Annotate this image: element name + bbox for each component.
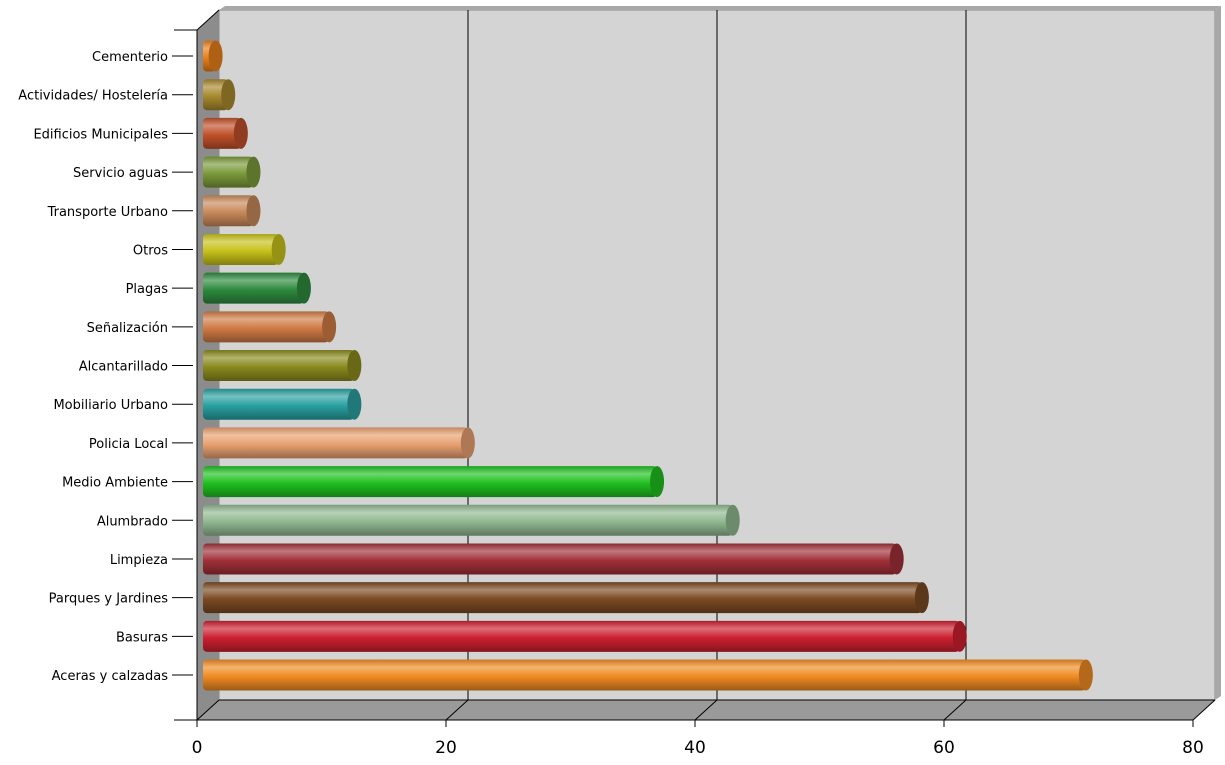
category-label: Alumbrado bbox=[97, 514, 168, 529]
bar bbox=[203, 466, 658, 498]
floor-gridline bbox=[196, 699, 220, 721]
floor-gridline bbox=[694, 699, 718, 721]
category-label: Transporte Urbano bbox=[47, 205, 168, 220]
bar bbox=[203, 504, 733, 536]
bar bbox=[203, 79, 229, 111]
x-tick-label: 20 bbox=[435, 738, 457, 758]
category-label: Medio Ambiente bbox=[62, 476, 168, 491]
bar-cap bbox=[725, 504, 740, 536]
category-label: Limpieza bbox=[110, 553, 168, 568]
bar bbox=[203, 582, 922, 614]
bar bbox=[203, 195, 254, 227]
category-label: Plagas bbox=[126, 282, 169, 297]
floor-gridline bbox=[445, 699, 469, 721]
bar-cap bbox=[460, 427, 475, 459]
bar-cap bbox=[246, 195, 261, 227]
bar-cap bbox=[914, 582, 929, 614]
x-tick-label: 0 bbox=[192, 738, 203, 758]
bar-cap bbox=[208, 40, 223, 72]
category-label: Cementerio bbox=[92, 50, 168, 65]
category-label: Actividades/ Hostelería bbox=[18, 89, 168, 104]
bar bbox=[203, 350, 355, 381]
x-tick-label: 80 bbox=[1182, 738, 1204, 758]
bar-cap bbox=[952, 620, 967, 652]
bar-cap bbox=[221, 79, 236, 111]
category-label: Servicio aguas bbox=[73, 166, 168, 181]
category-label: Mobiliario Urbano bbox=[53, 398, 168, 413]
bar-cap bbox=[246, 156, 261, 188]
top-rim bbox=[219, 6, 1221, 10]
bar bbox=[203, 620, 960, 652]
bars bbox=[203, 40, 1093, 691]
bar bbox=[203, 543, 897, 575]
bar-cap bbox=[233, 117, 248, 149]
category-label: Parques y Jardines bbox=[49, 592, 169, 607]
bar bbox=[203, 388, 355, 420]
category-label: Alcantarillado bbox=[79, 360, 168, 375]
bar-cap bbox=[322, 311, 337, 343]
bar-cap bbox=[1078, 659, 1093, 691]
bar bbox=[203, 156, 254, 188]
bar bbox=[203, 659, 1086, 691]
x-tick-label: 40 bbox=[684, 738, 706, 758]
bar bbox=[203, 272, 304, 304]
bar bbox=[203, 117, 241, 149]
axis-depth-top bbox=[196, 9, 220, 31]
floor-gridline bbox=[1192, 699, 1216, 721]
tick-labels: 0 20 40 60 80 bbox=[192, 738, 1204, 758]
bar-cap bbox=[347, 350, 362, 381]
axes bbox=[172, 9, 1215, 727]
bar bbox=[203, 233, 279, 265]
bar-cap bbox=[650, 466, 665, 498]
category-label: Edificios Municipales bbox=[33, 127, 168, 142]
bar-cap bbox=[347, 388, 362, 420]
right-rim bbox=[1215, 6, 1221, 700]
category-label: Policia Local bbox=[89, 437, 168, 452]
bar bbox=[203, 311, 330, 343]
category-label: Aceras y calzadas bbox=[52, 669, 169, 684]
category-labels: Cementerio Actividades/ Hostelería Edifici… bbox=[18, 50, 168, 684]
bar-cap bbox=[889, 543, 904, 575]
category-label: Señalización bbox=[87, 321, 168, 336]
x-tick-label: 60 bbox=[933, 738, 955, 758]
bar-cap bbox=[296, 272, 311, 304]
bar bbox=[203, 427, 468, 459]
bar-cap bbox=[271, 233, 286, 265]
floor-gridline bbox=[943, 699, 967, 721]
category-label: Otros bbox=[133, 243, 168, 258]
category-label: Basuras bbox=[116, 630, 168, 645]
